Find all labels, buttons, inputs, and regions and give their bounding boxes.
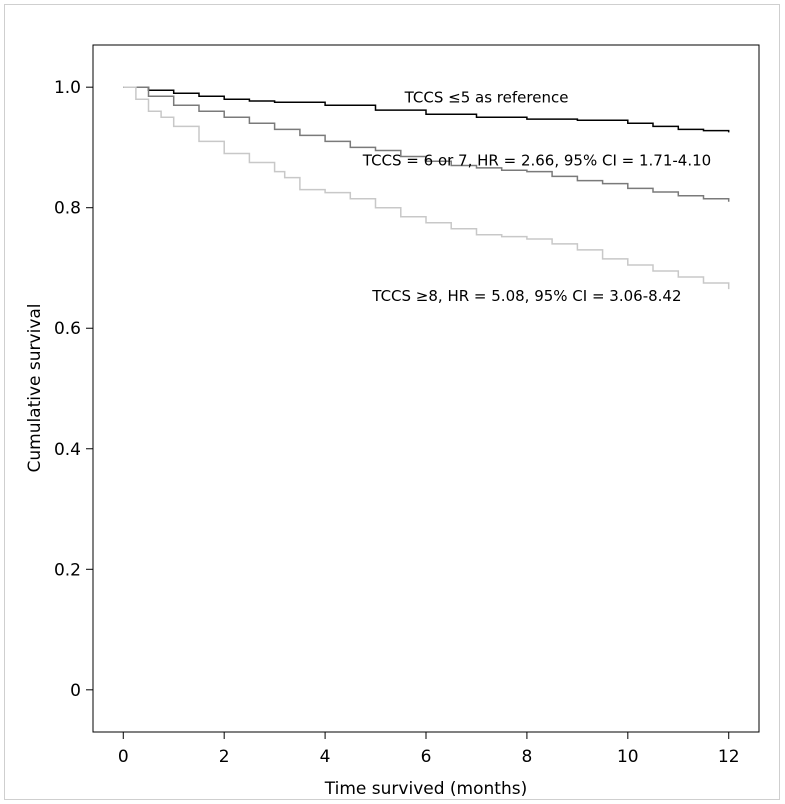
x-tick-label: 8 bbox=[521, 747, 532, 767]
chart-frame bbox=[4, 4, 780, 800]
y-axis-ticks: 0 0.2 0.4 0.6 0.8 1.0 bbox=[54, 78, 93, 701]
x-axis-label: Time survived (months) bbox=[324, 779, 527, 799]
y-tick-label: 1.0 bbox=[54, 78, 81, 98]
x-tick-label: 2 bbox=[219, 747, 230, 767]
x-tick-label: 4 bbox=[320, 747, 331, 767]
x-tick-label: 6 bbox=[421, 747, 432, 767]
survival-curve-tccs-8 bbox=[123, 86, 730, 290]
y-tick-label: 0.4 bbox=[54, 440, 81, 460]
x-tick-label: 0 bbox=[118, 747, 129, 767]
y-tick-label: 0 bbox=[70, 681, 81, 701]
x-tick-label: 12 bbox=[718, 747, 740, 767]
y-tick-label: 0.6 bbox=[54, 319, 81, 339]
plot-area-border bbox=[92, 44, 760, 733]
curve-annotation: TCCS ≤5 as reference bbox=[404, 88, 569, 106]
series-layer bbox=[123, 86, 730, 290]
x-tick-label: 10 bbox=[617, 747, 639, 767]
curve-annotation: TCCS ≥8, HR = 5.08, 95% CI = 3.06-8.42 bbox=[371, 287, 681, 305]
curve-annotation: TCCS = 6 or 7, HR = 2.66, 95% CI = 1.71-… bbox=[362, 152, 711, 170]
y-tick-label: 0.2 bbox=[54, 560, 81, 580]
y-tick-label: 0.8 bbox=[54, 199, 81, 219]
annotations-layer: TCCS ≤5 as reference TCCS = 6 or 7, HR = … bbox=[362, 88, 711, 305]
y-axis-label: Cumulative survival bbox=[25, 303, 45, 472]
survival-curve-reference bbox=[123, 86, 730, 133]
survival-curve-tccs-6-7 bbox=[123, 86, 730, 202]
x-axis-ticks: 0 2 4 6 8 10 12 bbox=[118, 732, 740, 767]
